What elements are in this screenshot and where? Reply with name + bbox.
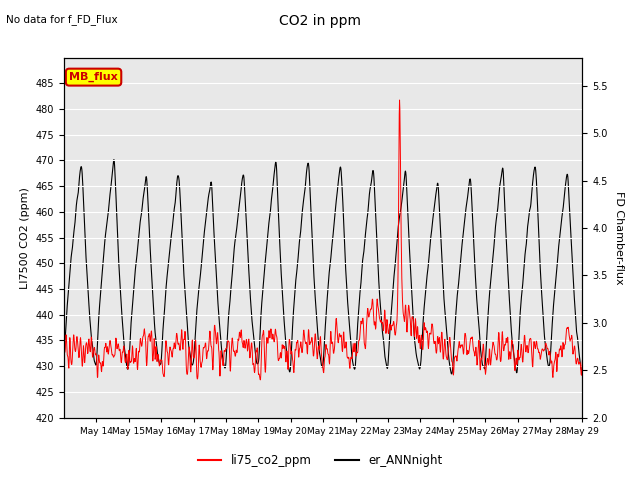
Y-axis label: FD Chamber-flux: FD Chamber-flux (614, 191, 624, 285)
Text: CO2 in ppm: CO2 in ppm (279, 14, 361, 28)
Text: MB_flux: MB_flux (69, 72, 118, 82)
Legend: li75_co2_ppm, er_ANNnight: li75_co2_ppm, er_ANNnight (193, 449, 447, 472)
Y-axis label: LI7500 CO2 (ppm): LI7500 CO2 (ppm) (20, 187, 30, 288)
Text: No data for f_FD_Flux: No data for f_FD_Flux (6, 14, 118, 25)
